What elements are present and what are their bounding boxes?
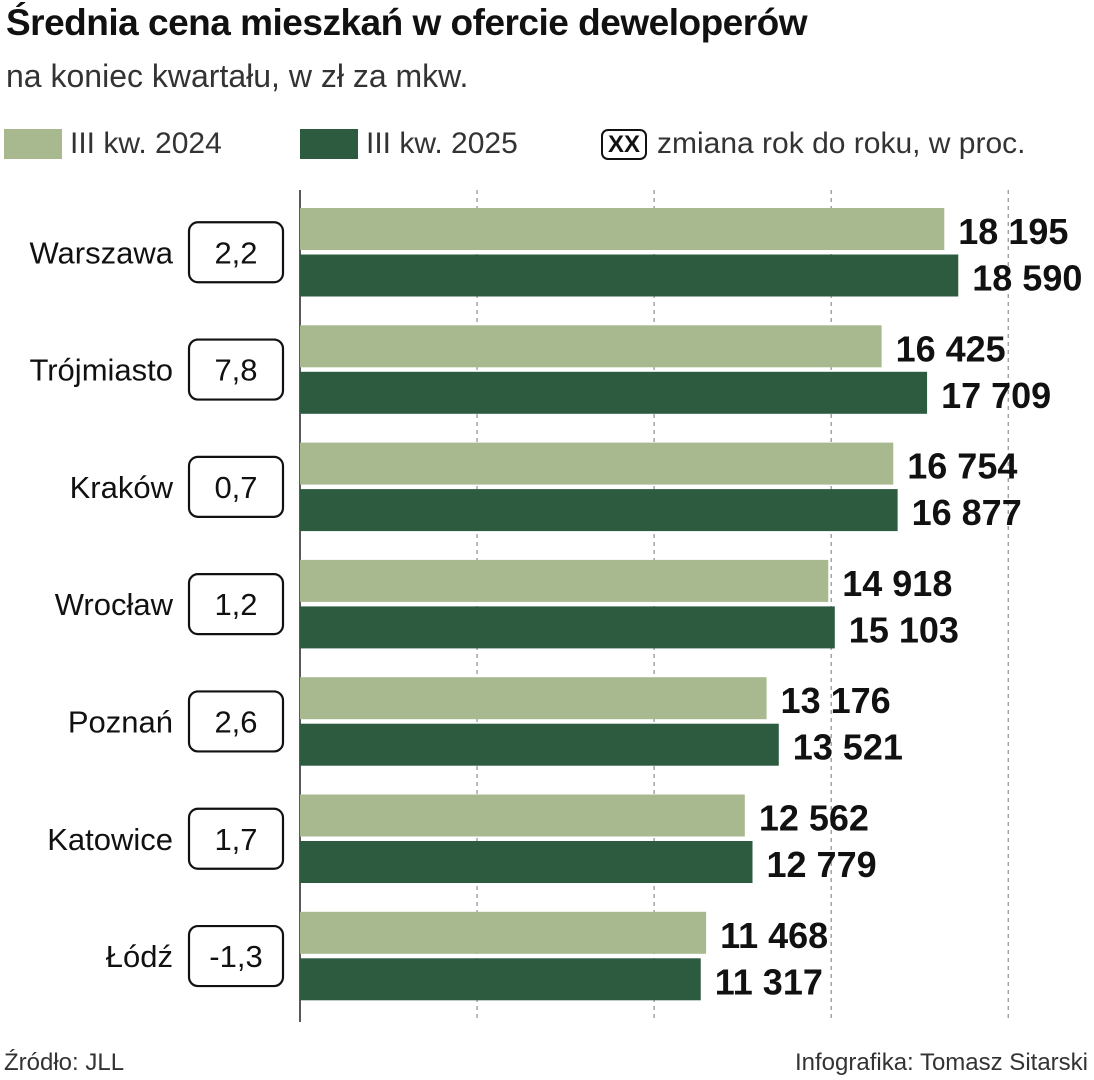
change-box-2 bbox=[187, 455, 285, 518]
bar-2024-5 bbox=[300, 794, 745, 837]
change-value-6: -1,3 bbox=[209, 939, 262, 974]
legend-swatch-2024 bbox=[4, 129, 62, 159]
bar-2024-4 bbox=[300, 677, 767, 720]
bar-2024-0 bbox=[300, 208, 945, 250]
change-box-5 bbox=[187, 807, 285, 870]
bar-chart: 18 195 18 590 Warszawa 2,2 16 425 17 709 Trójm… bbox=[29, 190, 1082, 1022]
value-label-2024-4: 13 176 bbox=[781, 680, 891, 721]
category-label-1: Trójmiasto bbox=[29, 353, 173, 388]
value-label-2025-0: 18 590 bbox=[972, 258, 1082, 299]
value-label-2024-2: 16 754 bbox=[907, 446, 1017, 487]
bar-2024-1 bbox=[300, 325, 882, 368]
value-label-2024-3: 14 918 bbox=[842, 563, 952, 604]
bar-2024-3 bbox=[300, 559, 829, 602]
bar-2024-2 bbox=[300, 442, 894, 485]
change-box-3 bbox=[187, 573, 285, 636]
chart-title: Średnia cena mieszkań w ofercie dewelope… bbox=[6, 2, 808, 43]
change-value-3: 1,2 bbox=[214, 587, 257, 622]
change-value-0: 2,2 bbox=[214, 235, 257, 270]
change-box-4 bbox=[187, 690, 285, 753]
bar-2025-1 bbox=[300, 371, 928, 414]
bar-2025-2 bbox=[300, 489, 898, 532]
legend-label-2025: III kw. 2025 bbox=[366, 127, 518, 160]
chart-subtitle: na koniec kwartału, w zł za mkw. bbox=[6, 58, 469, 94]
bar-2025-5 bbox=[300, 841, 753, 883]
legend-label-2024: III kw. 2024 bbox=[70, 127, 222, 160]
value-label-2024-5: 12 562 bbox=[759, 798, 869, 839]
value-label-2025-6: 11 317 bbox=[715, 961, 823, 1002]
category-label-2: Kraków bbox=[70, 470, 174, 505]
legend-change-box: XX bbox=[601, 128, 648, 160]
legend-change-label: zmiana rok do roku, w proc. bbox=[657, 127, 1026, 160]
category-label-4: Poznań bbox=[68, 704, 173, 739]
change-value-5: 1,7 bbox=[214, 822, 257, 857]
change-box-6 bbox=[187, 924, 285, 988]
change-value-1: 7,8 bbox=[214, 353, 257, 388]
category-label-5: Katowice bbox=[47, 822, 173, 857]
change-value-4: 2,6 bbox=[214, 704, 257, 739]
bar-2025-0 bbox=[300, 254, 959, 297]
value-label-2024-1: 16 425 bbox=[896, 328, 1006, 369]
credit-note: Infografika: Tomasz Sitarski bbox=[794, 1049, 1088, 1076]
bar-2025-3 bbox=[300, 606, 835, 649]
value-label-2024-0: 18 195 bbox=[958, 211, 1068, 252]
category-label-6: Łódź bbox=[106, 939, 173, 974]
change-value-2: 0,7 bbox=[214, 470, 257, 505]
value-label-2025-3: 15 103 bbox=[849, 609, 959, 650]
value-label-2025-2: 16 877 bbox=[912, 492, 1022, 533]
value-label-2025-1: 17 709 bbox=[941, 375, 1051, 416]
source-note: Źródło: JLL bbox=[4, 1049, 125, 1076]
bar-2025-4 bbox=[300, 723, 779, 766]
change-box-0 bbox=[187, 221, 285, 284]
change-box-1 bbox=[187, 338, 285, 401]
legend-swatch-2025 bbox=[300, 129, 358, 159]
value-label-2025-4: 13 521 bbox=[793, 727, 903, 768]
legend-item-2024: III kw. 2024 bbox=[4, 127, 222, 161]
bar-2025-6 bbox=[300, 958, 701, 1001]
bar-2024-6 bbox=[300, 911, 707, 954]
value-label-2025-5: 12 779 bbox=[767, 844, 877, 885]
value-label-2024-6: 11 468 bbox=[720, 915, 828, 956]
legend-item-change: XX zmiana rok do roku, w proc. bbox=[601, 127, 1026, 161]
category-label-0: Warszawa bbox=[29, 235, 173, 270]
category-label-3: Wrocław bbox=[55, 587, 174, 622]
legend-item-2025: III kw. 2025 bbox=[300, 127, 518, 161]
